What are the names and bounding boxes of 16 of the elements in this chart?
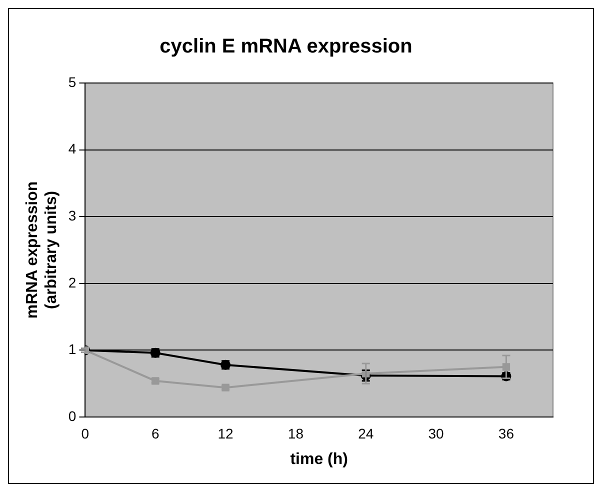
- y-tick-label: 0: [68, 408, 76, 424]
- y-tick-label: 3: [68, 207, 76, 224]
- x-tick-label: 18: [288, 425, 304, 442]
- y-tick-label: 2: [68, 274, 76, 290]
- x-tick-label: 6: [151, 425, 160, 442]
- y-tick-label: 5: [68, 74, 76, 90]
- chart-title: cyclin E mRNA expression: [160, 36, 412, 58]
- x-tick-label: 36: [498, 425, 514, 442]
- y-tick-label: 1: [68, 341, 76, 358]
- y-tick-label: 4: [68, 140, 76, 157]
- y-axis-title: mRNA expression (arbitrary units): [24, 181, 60, 319]
- x-tick-label: 12: [218, 425, 234, 442]
- x-tick-label: 0: [81, 425, 90, 442]
- x-axis-title: time (h): [290, 450, 348, 468]
- x-tick-label: 24: [358, 425, 374, 442]
- x-tick-label: 30: [428, 425, 444, 442]
